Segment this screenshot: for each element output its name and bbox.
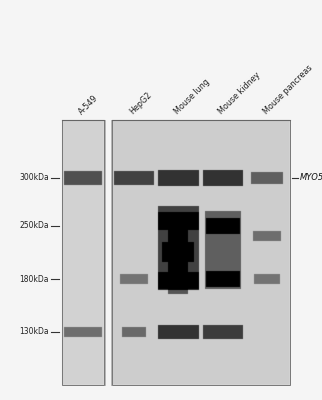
- Text: 180kDa: 180kDa: [20, 274, 49, 284]
- Text: Mouse lung: Mouse lung: [172, 77, 211, 116]
- Text: 250kDa: 250kDa: [19, 222, 49, 230]
- Text: A-549: A-549: [77, 93, 99, 116]
- Text: Mouse kidney: Mouse kidney: [217, 70, 262, 116]
- Bar: [62, 120, 104, 385]
- Text: 300kDa: 300kDa: [19, 174, 49, 182]
- Bar: [112, 120, 290, 385]
- Text: 130kDa: 130kDa: [19, 328, 49, 336]
- Text: HepG2: HepG2: [128, 90, 154, 116]
- Text: MYO5C: MYO5C: [300, 174, 322, 182]
- Text: Mouse pancreas: Mouse pancreas: [261, 63, 314, 116]
